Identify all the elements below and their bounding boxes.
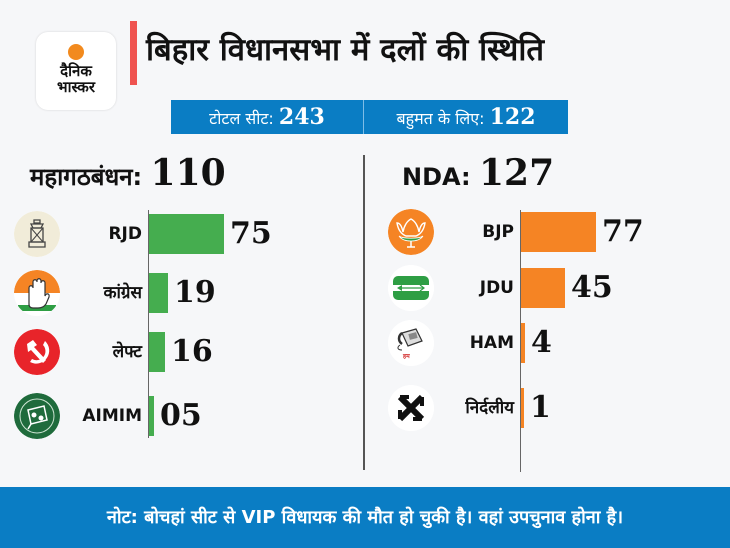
total-seats: टोटल सीट: 243 (171, 100, 363, 134)
seat-bar (521, 388, 524, 428)
majority-seats: बहुमत के लिए: 122 (364, 100, 568, 134)
independent-symbol-icon (388, 385, 434, 431)
party-label: BJP (482, 222, 514, 242)
total-seats-label: टोटल सीट: (209, 109, 274, 128)
telephone-icon: हम (388, 320, 434, 366)
svg-text:हम: हम (402, 353, 410, 360)
seats-summary: टोटल सीट: 243 बहुमत के लिए: 122 (171, 100, 568, 134)
logo-line1: दैनिक (60, 62, 92, 80)
majority-value: 122 (489, 104, 536, 130)
seat-value-label: 4 (531, 325, 552, 360)
title-accent-bar (130, 21, 137, 85)
group-total: 110 (150, 152, 226, 194)
mahagathbandhan-title: महागठबंधन: 110 (30, 148, 226, 202)
seat-value-label: 05 (160, 398, 202, 433)
seat-bar (521, 323, 525, 363)
lotus-icon (388, 209, 434, 255)
summary-divider (363, 100, 364, 134)
party-label: लेफ्ट (112, 342, 142, 362)
seat-value-label: 77 (602, 214, 644, 249)
total-seats-value: 243 (278, 104, 325, 130)
seat-value-label: 1 (530, 390, 551, 425)
logo-line2: भास्कर (57, 78, 95, 96)
party-label: HAM (469, 333, 514, 353)
seat-bar (521, 268, 565, 308)
group-name: महागठबंधन: (30, 163, 143, 191)
party-label: AIMIM (82, 406, 142, 426)
seat-value-label: 45 (571, 270, 613, 305)
sun-icon (68, 44, 84, 60)
group-divider (363, 155, 365, 470)
lantern-icon (14, 211, 60, 257)
footer-note: नोट: बोचहां सीट से VIP विधायक की मौत हो … (0, 487, 730, 548)
seat-bar (149, 273, 168, 313)
group-name: NDA: (402, 163, 471, 191)
party-label: JDU (479, 278, 514, 298)
chart-axis (148, 210, 149, 438)
party-label: RJD (108, 224, 142, 244)
hand-icon (14, 270, 60, 316)
dainik-bhaskar-logo: दैनिक भास्कर (36, 32, 116, 110)
hammer-sickle-icon (14, 329, 60, 375)
seat-bar (521, 212, 596, 252)
seat-bar (149, 396, 154, 436)
page-title: बिहार विधानसभा में दलों की स्थिति (146, 32, 545, 68)
seat-value-label: 16 (171, 334, 213, 369)
party-label: कांग्रेस (103, 283, 142, 303)
seat-bar (149, 214, 224, 254)
party-label: निर्दलीय (465, 398, 514, 418)
seat-value-label: 75 (230, 216, 272, 251)
seat-value-label: 19 (174, 275, 216, 310)
nda-title: NDA: 127 (402, 148, 554, 202)
seat-bar (149, 332, 165, 372)
group-total: 127 (478, 152, 555, 194)
arrow-icon (388, 265, 434, 311)
chart-axis (520, 210, 521, 472)
kite-icon (14, 393, 60, 439)
majority-label: बहुमत के लिए: (396, 109, 485, 128)
